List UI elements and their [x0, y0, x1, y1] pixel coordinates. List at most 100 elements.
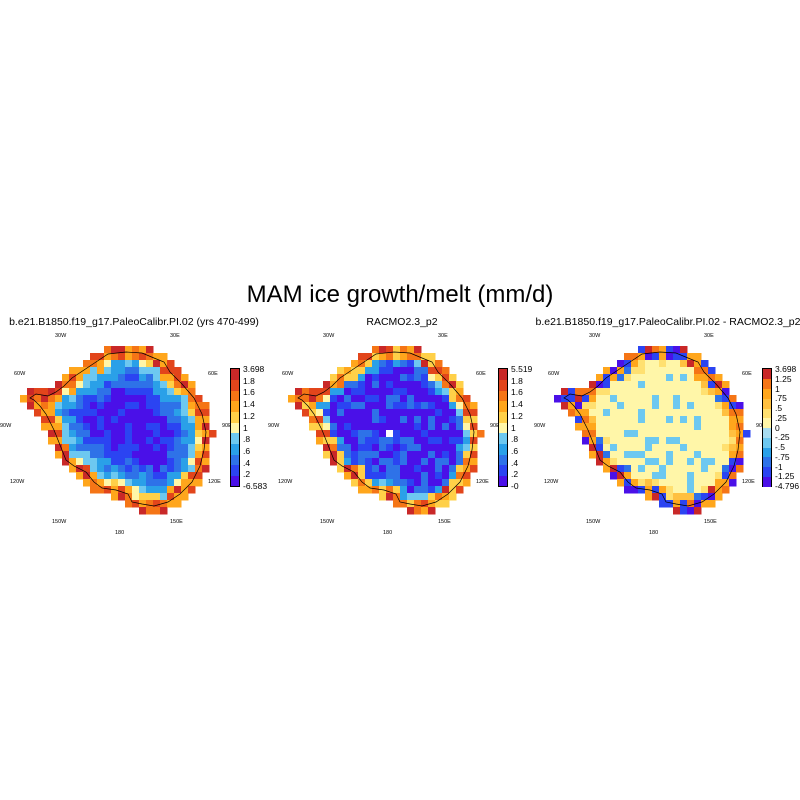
grid-cell [407, 360, 415, 368]
colorbar-label: .8 [243, 434, 251, 445]
grid-cell [687, 451, 695, 459]
grid-cell [153, 479, 161, 487]
grid-cell [729, 444, 737, 452]
grid-cell [414, 458, 422, 466]
grid-cell [379, 409, 387, 417]
grid-cell [386, 437, 394, 445]
grid-cell [146, 402, 154, 410]
grid-cell [188, 465, 196, 473]
grid-cell [659, 374, 667, 382]
grid-cell [680, 388, 688, 396]
grid-cell [323, 381, 331, 389]
grid-cell [76, 381, 84, 389]
grid-cell [104, 416, 112, 424]
grid-cell [638, 367, 646, 375]
grid-cell [428, 409, 436, 417]
grid-cell [160, 409, 168, 417]
grid-cell [118, 465, 126, 473]
grid-cell [421, 409, 429, 417]
grid-cell [55, 395, 63, 403]
grid-cell [97, 367, 105, 375]
grid-cell [722, 437, 730, 445]
grid-cell [701, 465, 709, 473]
grid-cell [97, 395, 105, 403]
grid-cell [90, 353, 98, 361]
grid-cell [69, 451, 77, 459]
grid-cell [83, 360, 91, 368]
grid-cell [456, 486, 464, 494]
grid-cell [701, 416, 709, 424]
grid-cell [195, 409, 203, 417]
grid-cell [624, 479, 632, 487]
grid-cell [393, 500, 401, 508]
grid-cell [181, 409, 189, 417]
grid-cell [561, 402, 569, 410]
grid-cell [442, 409, 450, 417]
grid-cell [645, 493, 653, 501]
grid-cell [624, 409, 632, 417]
grid-cell [393, 416, 401, 424]
grid-cell [463, 451, 471, 459]
grid-cell [97, 402, 105, 410]
grid-cell [407, 458, 415, 466]
grid-cell [694, 493, 702, 501]
grid-cell [659, 500, 667, 508]
grid-cell [449, 458, 457, 466]
grid-cell [118, 458, 126, 466]
grid-cell [673, 423, 681, 431]
grid-cell [638, 409, 646, 417]
grid-cell [111, 444, 119, 452]
grid-cell [596, 458, 604, 466]
grid-cell [428, 479, 436, 487]
grid-cell [435, 465, 443, 473]
grid-cell [631, 381, 639, 389]
grid-cell [316, 395, 324, 403]
grid-cell [645, 395, 653, 403]
grid-cell [139, 486, 147, 494]
grid-cell [111, 367, 119, 375]
grid-cell [652, 437, 660, 445]
grid-cell [372, 409, 380, 417]
grid-cell [428, 374, 436, 382]
colorbar-label: -.75 [775, 451, 790, 462]
grid-cell [132, 402, 140, 410]
grid-cell [55, 423, 63, 431]
colorbar-bar [230, 368, 240, 487]
grid-cell [463, 437, 471, 445]
grid-cell [365, 374, 373, 382]
grid-cell [694, 444, 702, 452]
grid-cell [638, 486, 646, 494]
grid-cell [97, 381, 105, 389]
grid-cell [104, 409, 112, 417]
grid-cell [76, 451, 84, 459]
grid-cell [83, 409, 91, 417]
grid-cell [316, 388, 324, 396]
grid-cell [160, 479, 168, 487]
grid-cell [181, 416, 189, 424]
longitude-label: 150E [170, 519, 183, 525]
grid-cell [337, 451, 345, 459]
grid-cell [146, 465, 154, 473]
grid-cell [624, 353, 632, 361]
grid-cell [428, 402, 436, 410]
colorbar-label: 1.8 [511, 375, 523, 386]
grid-cell [694, 486, 702, 494]
grid-cell [694, 458, 702, 466]
grid-cell [729, 430, 737, 438]
grid-cell [463, 430, 471, 438]
grid-cell [132, 451, 140, 459]
grid-cell [386, 360, 394, 368]
colorbar-label: 1.2 [511, 410, 523, 421]
grid-cell [160, 486, 168, 494]
grid-cell [90, 451, 98, 459]
grid-cell [153, 472, 161, 480]
grid-cell [638, 479, 646, 487]
grid-cell [680, 500, 688, 508]
grid-cell [330, 451, 338, 459]
grid-cell [414, 416, 422, 424]
grid-cell [680, 423, 688, 431]
grid-cell [708, 437, 716, 445]
grid-cell [188, 409, 196, 417]
grid-cell [202, 437, 210, 445]
grid-cell [687, 437, 695, 445]
